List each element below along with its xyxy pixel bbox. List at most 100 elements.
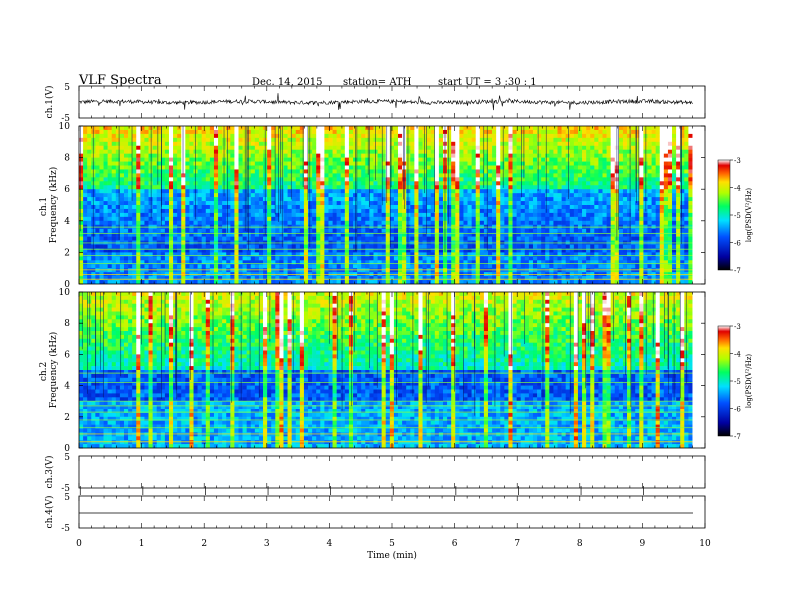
spec-cell bbox=[185, 137, 190, 143]
spec-cell bbox=[213, 216, 219, 222]
spec-cell bbox=[381, 205, 387, 210]
spec-cell bbox=[569, 276, 575, 281]
spec-cell bbox=[250, 185, 256, 190]
spec-cell bbox=[115, 169, 121, 174]
spec-cell bbox=[123, 208, 129, 214]
spec-cell bbox=[565, 280, 571, 284]
spec-cell bbox=[246, 252, 252, 257]
spec-cell bbox=[438, 220, 444, 226]
spec-cell bbox=[410, 248, 415, 253]
spec-cell bbox=[193, 256, 198, 261]
spec-cell bbox=[254, 208, 260, 214]
spec-cell bbox=[447, 220, 452, 226]
spec-cell bbox=[201, 208, 207, 214]
spec-cell bbox=[295, 216, 301, 222]
spec-cell bbox=[344, 149, 350, 154]
spec-cell bbox=[577, 126, 583, 131]
spec-cell bbox=[164, 157, 170, 162]
spec-cell bbox=[398, 165, 403, 170]
spec-cell bbox=[177, 197, 182, 202]
spec-cell bbox=[152, 248, 158, 253]
spec-cell bbox=[455, 244, 460, 249]
spec-cell bbox=[471, 141, 477, 147]
spec-cell bbox=[459, 149, 464, 154]
spec-cell bbox=[573, 205, 579, 210]
spec-cell bbox=[463, 232, 468, 237]
spec-cell bbox=[144, 126, 149, 131]
spec-cell bbox=[549, 177, 554, 182]
spec-cell bbox=[254, 264, 260, 269]
spec-cell bbox=[226, 248, 231, 253]
spec-cell bbox=[377, 141, 382, 147]
spec-cell bbox=[430, 137, 436, 143]
spec-cell bbox=[140, 165, 145, 170]
spec-cell bbox=[250, 236, 256, 241]
spec-cell bbox=[103, 276, 108, 281]
spec-cell bbox=[549, 197, 554, 202]
spec-cell bbox=[181, 232, 186, 237]
spec-cell bbox=[181, 193, 186, 198]
spec-cell bbox=[479, 228, 485, 233]
spec-cell bbox=[459, 244, 464, 249]
spec-cell bbox=[381, 189, 387, 194]
spec-cell bbox=[123, 169, 129, 174]
spec-cell bbox=[340, 232, 346, 237]
spec-cell bbox=[230, 220, 235, 226]
spec-cell bbox=[279, 165, 284, 170]
spec-cell bbox=[365, 185, 370, 190]
spec-cell bbox=[156, 145, 162, 150]
spec-cell bbox=[557, 137, 562, 143]
spec-cell bbox=[467, 173, 472, 178]
spec-cell bbox=[83, 280, 88, 284]
spec-cell bbox=[205, 185, 211, 190]
spec-cell bbox=[537, 153, 542, 158]
spec-cell bbox=[168, 244, 174, 249]
spec-cell bbox=[173, 232, 178, 237]
spec-cell bbox=[201, 165, 207, 170]
spec-cell bbox=[201, 161, 207, 166]
spec-cell bbox=[418, 193, 423, 198]
spec-cell bbox=[115, 149, 121, 154]
spec-cell bbox=[303, 141, 309, 147]
spec-cell bbox=[185, 181, 190, 186]
spec-cell bbox=[508, 149, 513, 154]
spec-cell bbox=[504, 165, 509, 170]
spec-cell bbox=[553, 133, 558, 139]
spec-cell bbox=[152, 268, 158, 273]
spec-cell bbox=[553, 126, 558, 131]
spec-cell bbox=[561, 220, 566, 226]
spec-cell bbox=[586, 141, 591, 147]
spec-cell bbox=[582, 161, 587, 166]
spec-cell bbox=[508, 193, 513, 198]
spec-cell bbox=[508, 264, 513, 269]
spec-cell bbox=[430, 268, 436, 273]
spec-cell bbox=[140, 252, 145, 257]
spec-cell bbox=[275, 189, 280, 194]
spec-cell bbox=[238, 264, 243, 269]
spec-cell bbox=[283, 145, 288, 150]
spec-cell bbox=[136, 212, 141, 218]
spec-cell bbox=[553, 264, 558, 269]
spec-cell bbox=[263, 248, 268, 253]
spec-cell bbox=[254, 205, 260, 210]
spec-cell bbox=[205, 276, 211, 281]
spec-cell bbox=[119, 126, 125, 131]
spec-cell bbox=[197, 129, 202, 135]
spec-cell bbox=[316, 248, 321, 253]
spec-cell bbox=[447, 236, 452, 241]
spec-cell bbox=[185, 216, 190, 222]
spec-cell bbox=[164, 280, 170, 284]
spec-cell bbox=[213, 232, 219, 237]
spec-cell bbox=[320, 201, 325, 206]
spec-cell bbox=[83, 193, 88, 198]
spec-cell bbox=[553, 205, 558, 210]
spec-cell bbox=[532, 141, 538, 147]
spec-cell bbox=[123, 276, 129, 281]
spec-cell bbox=[107, 141, 113, 147]
spec-cell bbox=[365, 248, 370, 253]
spec-cell bbox=[95, 137, 100, 143]
spec-cell bbox=[332, 268, 337, 273]
spec-cell bbox=[189, 260, 194, 265]
spec-cell bbox=[173, 205, 178, 210]
spec-cell bbox=[377, 185, 382, 190]
